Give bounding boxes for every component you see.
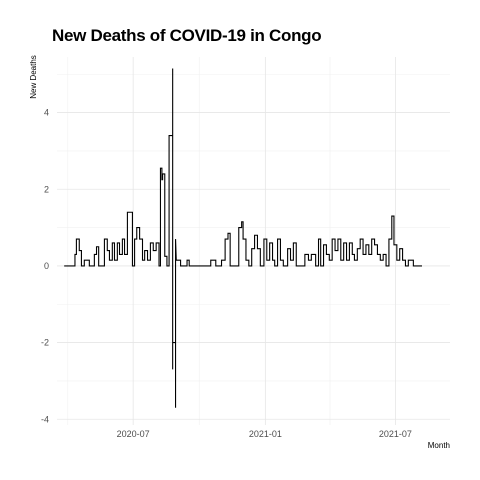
y-axis-title: New Deaths	[29, 55, 38, 99]
x-tick-label: 2020-07	[117, 429, 150, 439]
y-tick-label: 0	[44, 261, 49, 271]
x-axis-title: Month	[428, 441, 450, 450]
y-tick-label: 4	[44, 108, 49, 118]
tick-layer: -4 -2 0 2 4 2020-07 2021-01 2021-07	[41, 108, 412, 439]
x-tick-label: 2021-07	[379, 429, 412, 439]
chart-title: New Deaths of COVID-19 in Congo	[52, 26, 322, 45]
grid-layer	[57, 57, 450, 425]
y-tick-label: -2	[41, 338, 49, 348]
y-tick-label: -4	[41, 414, 49, 424]
x-tick-label: 2021-01	[249, 429, 282, 439]
y-tick-label: 2	[44, 184, 49, 194]
series-line-new-deaths	[64, 68, 422, 408]
